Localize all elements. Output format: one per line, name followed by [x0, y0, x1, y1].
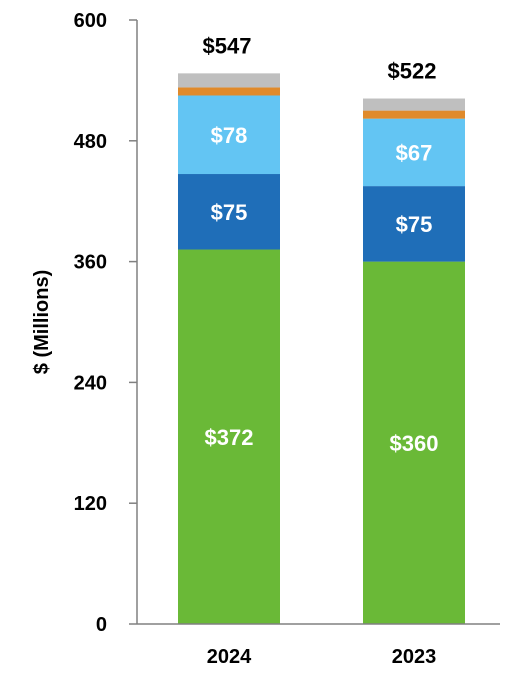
segment-value-label: $360 — [390, 431, 439, 456]
bars — [178, 73, 465, 624]
segment-value-label: $78 — [211, 123, 248, 148]
segment-value-label: $75 — [211, 200, 248, 225]
bar-segment — [178, 249, 280, 624]
bar-segment — [178, 87, 280, 96]
y-axis-label: $ (Millions) — [31, 270, 53, 374]
y-axis: 0 120 240 360 480 600 — [74, 10, 138, 636]
x-tick-label: 2024 — [207, 646, 252, 668]
x-tick-label: 2023 — [392, 646, 437, 668]
y-tick-label: 120 — [74, 493, 107, 515]
bar-segment — [363, 118, 465, 187]
bar-segment — [178, 174, 280, 250]
y-tick-label: 480 — [74, 131, 107, 153]
y-tick-label: 360 — [74, 252, 107, 274]
bar-segment — [363, 186, 465, 262]
x-axis: 2024 2023 — [137, 623, 500, 668]
segment-value-label: $67 — [396, 140, 433, 165]
bar-segment — [363, 261, 465, 624]
bar-segment — [363, 110, 465, 119]
bar-segment — [363, 98, 465, 111]
y-tick-label: 0 — [96, 614, 107, 636]
y-tick-label: 240 — [74, 372, 107, 394]
segment-value-label: $75 — [396, 212, 433, 237]
bar-segment — [178, 73, 280, 88]
segment-labels: $372 $75 $78 $547 $360 $75 $67 $522 — [203, 33, 439, 455]
segment-value-label: $372 — [205, 425, 254, 450]
bar-total-label: $547 — [203, 33, 252, 58]
y-tick-label: 600 — [74, 10, 107, 32]
bar-total-label: $522 — [388, 59, 437, 84]
bar-segment — [178, 95, 280, 175]
